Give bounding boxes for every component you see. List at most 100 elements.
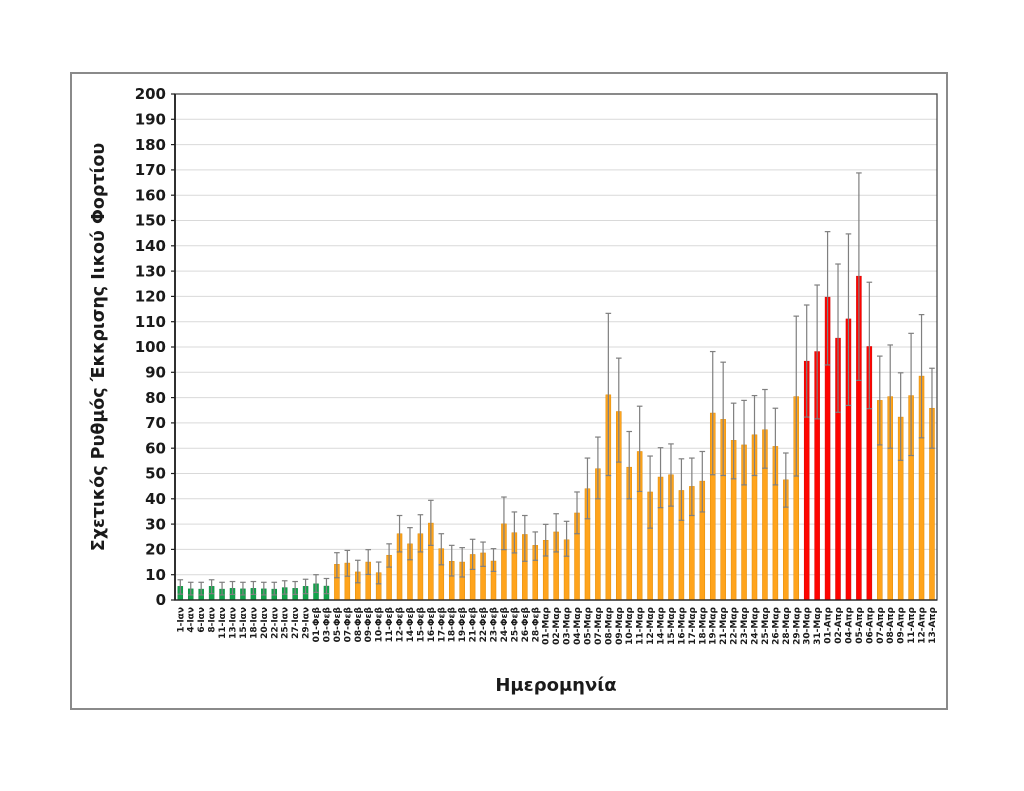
x-tick-label-26-Φεβ: 26-Φεβ <box>521 606 531 642</box>
x-tick-label-28-Μαρ: 28-Μαρ <box>782 606 792 644</box>
y-tick-label: 80 <box>145 389 166 407</box>
x-tick-label-18-Φεβ: 18-Φεβ <box>448 606 458 642</box>
x-tick-label-28-Φεβ: 28-Φεβ <box>531 606 541 642</box>
x-tick-label-17-Μαρ: 17-Μαρ <box>688 606 698 644</box>
x-tick-label-02-Μαρ: 02-Μαρ <box>552 606 562 644</box>
x-tick-label-19-Μαρ: 19-Μαρ <box>709 606 719 644</box>
x-tick-label-15-Μαρ: 15-Μαρ <box>667 606 677 644</box>
x-tick-label-6-Ιαν: 6-Ιαν <box>197 607 207 633</box>
x-tick-label-02-Απρ: 02-Απρ <box>834 606 844 643</box>
x-tick-label-22-Μαρ: 22-Μαρ <box>730 606 740 644</box>
x-tick-label-25-Ιαν: 25-Ιαν <box>281 607 291 639</box>
x-tick-label-10-Μαρ: 10-Μαρ <box>625 606 635 644</box>
x-tick-label-13-Απρ: 13-Απρ <box>928 606 938 643</box>
x-tick-label-08-Μαρ: 08-Μαρ <box>604 606 614 644</box>
x-tick-label-05-Μαρ: 05-Μαρ <box>583 606 593 644</box>
x-tick-label-30-Μαρ: 30-Μαρ <box>803 606 813 644</box>
x-tick-label-09-Απρ: 09-Απρ <box>897 606 907 643</box>
x-tick-label-01-Φεβ: 01-Φεβ <box>312 606 322 642</box>
x-tick-label-11-Απρ: 11-Απρ <box>907 606 917 643</box>
x-tick-label-27-Ιαν: 27-Ιαν <box>291 607 301 639</box>
y-tick-label: 150 <box>135 212 166 230</box>
x-tick-label-04-Μαρ: 04-Μαρ <box>573 606 583 644</box>
y-tick-label: 20 <box>145 541 166 559</box>
x-tick-label-23-Φεβ: 23-Φεβ <box>490 606 500 642</box>
x-tick-label-22-Φεβ: 22-Φεβ <box>479 606 489 642</box>
y-tick-label: 50 <box>145 465 166 483</box>
x-tick-label-24-Μαρ: 24-Μαρ <box>751 606 761 644</box>
x-tick-label-07-Μαρ: 07-Μαρ <box>594 606 604 644</box>
y-tick-label: 100 <box>135 338 166 356</box>
x-tick-label-16-Μαρ: 16-Μαρ <box>677 606 687 644</box>
chart-svg: 0 10 20 30 40 50 60 70 80 90 100 110 120 130 140 150 160… <box>89 85 938 696</box>
x-tick-label-15-Φεβ: 15-Φεβ <box>416 606 426 642</box>
x-tick-label-14-Φεβ: 14-Φεβ <box>406 606 416 642</box>
x-tick-label-18-Ιαν: 18-Ιαν <box>249 607 259 639</box>
y-tick-label: 180 <box>135 136 166 154</box>
x-tick-label-04-Απρ: 04-Απρ <box>844 606 854 643</box>
y-tick-label: 110 <box>135 313 166 331</box>
x-tick-label-12-Μαρ: 12-Μαρ <box>646 606 656 644</box>
x-tick-label-14-Μαρ: 14-Μαρ <box>657 606 667 644</box>
y-tick-label: 0 <box>156 591 166 609</box>
x-tick-label-09-Μαρ: 09-Μαρ <box>615 606 625 644</box>
x-tick-label-24-Φεβ: 24-Φεβ <box>500 606 510 642</box>
y-tick-label: 60 <box>145 439 166 457</box>
x-axis-title: Ημερομηνία <box>495 675 616 696</box>
x-tick-label-12-Φεβ: 12-Φεβ <box>396 606 406 642</box>
x-tick-label-10-Φεβ: 10-Φεβ <box>375 606 385 642</box>
x-tick-label-16-Φεβ: 16-Φεβ <box>427 606 437 642</box>
y-tick-label: 200 <box>135 85 166 103</box>
x-tick-label-01-Απρ: 01-Απρ <box>824 606 834 643</box>
x-tick-label-06-Απρ: 06-Απρ <box>865 606 875 643</box>
x-tick-label-11-Μαρ: 11-Μαρ <box>636 606 646 644</box>
y-tick-label: 170 <box>135 161 166 179</box>
x-tick-label-01-Μαρ: 01-Μαρ <box>542 606 552 644</box>
x-tick-label-4-Ιαν: 4-Ιαν <box>187 607 197 633</box>
y-tick-label: 40 <box>145 490 166 508</box>
x-tick-label-12-Απρ: 12-Απρ <box>918 606 928 643</box>
x-tick-label-26-Μαρ: 26-Μαρ <box>771 606 781 644</box>
x-tick-label-15-Ιαν: 15-Ιαν <box>239 607 249 639</box>
x-tick-label-22-Ιαν: 22-Ιαν <box>270 607 280 639</box>
y-tick-label: 190 <box>135 111 166 129</box>
x-tick-label-29-Μαρ: 29-Μαρ <box>792 606 802 644</box>
x-tick-label-21-Μαρ: 21-Μαρ <box>719 606 729 644</box>
plot-area: 0 10 20 30 40 50 60 70 80 90 100 110 120 130 140 150 160… <box>135 85 938 645</box>
x-tick-label-11-Ιαν: 11-Ιαν <box>218 607 228 639</box>
y-tick-label: 130 <box>135 262 166 280</box>
x-tick-label-1-Ιαν: 1-Ιαν <box>176 607 186 633</box>
x-tick-label-8-Ιαν: 8-Ιαν <box>208 607 218 633</box>
y-tick-label: 160 <box>135 186 166 204</box>
x-tick-label-08-Φεβ: 08-Φεβ <box>354 606 364 642</box>
x-tick-label-07-Απρ: 07-Απρ <box>876 606 886 643</box>
x-tick-label-23-Μαρ: 23-Μαρ <box>740 606 750 644</box>
y-axis-title: Σχετικός Ρυθμός Έκκρισης Ιικού Φορτίου <box>89 143 109 552</box>
x-tick-label-09-Φεβ: 09-Φεβ <box>364 606 374 642</box>
x-tick-label-08-Απρ: 08-Απρ <box>886 606 896 643</box>
y-tick-label: 90 <box>145 364 166 382</box>
y-tick-label: 140 <box>135 237 166 255</box>
x-tick-label-05-Απρ: 05-Απρ <box>855 606 865 643</box>
x-tick-label-07-Φεβ: 07-Φεβ <box>343 606 353 642</box>
x-tick-label-20-Ιαν: 20-Ιαν <box>260 607 270 639</box>
x-tick-label-03-Φεβ: 03-Φεβ <box>322 606 332 642</box>
x-tick-label-05-Φεβ: 05-Φεβ <box>333 606 343 642</box>
x-tick-label-11-Φεβ: 11-Φεβ <box>385 606 395 642</box>
x-tick-label-03-Μαρ: 03-Μαρ <box>563 606 573 644</box>
y-tick-label: 120 <box>135 288 166 306</box>
y-tick-label: 10 <box>145 566 166 584</box>
x-tick-label-17-Φεβ: 17-Φεβ <box>437 606 447 642</box>
y-tick-label: 30 <box>145 515 166 533</box>
x-tick-label-19-Φεβ: 19-Φεβ <box>458 606 468 642</box>
x-tick-label-21-Φεβ: 21-Φεβ <box>469 606 479 642</box>
y-tick-label: 70 <box>145 414 166 432</box>
x-tick-label-25-Μαρ: 25-Μαρ <box>761 606 771 644</box>
x-tick-label-18-Μαρ: 18-Μαρ <box>698 606 708 644</box>
x-tick-label-29-Ιαν: 29-Ιαν <box>302 607 312 639</box>
chart-frame: 0 10 20 30 40 50 60 70 80 90 100 110 120 130 140 150 160… <box>70 72 948 710</box>
x-tick-label-31-Μαρ: 31-Μαρ <box>813 606 823 644</box>
x-tick-label-25-Φεβ: 25-Φεβ <box>510 606 520 642</box>
x-tick-label-13-Ιαν: 13-Ιαν <box>229 607 239 639</box>
